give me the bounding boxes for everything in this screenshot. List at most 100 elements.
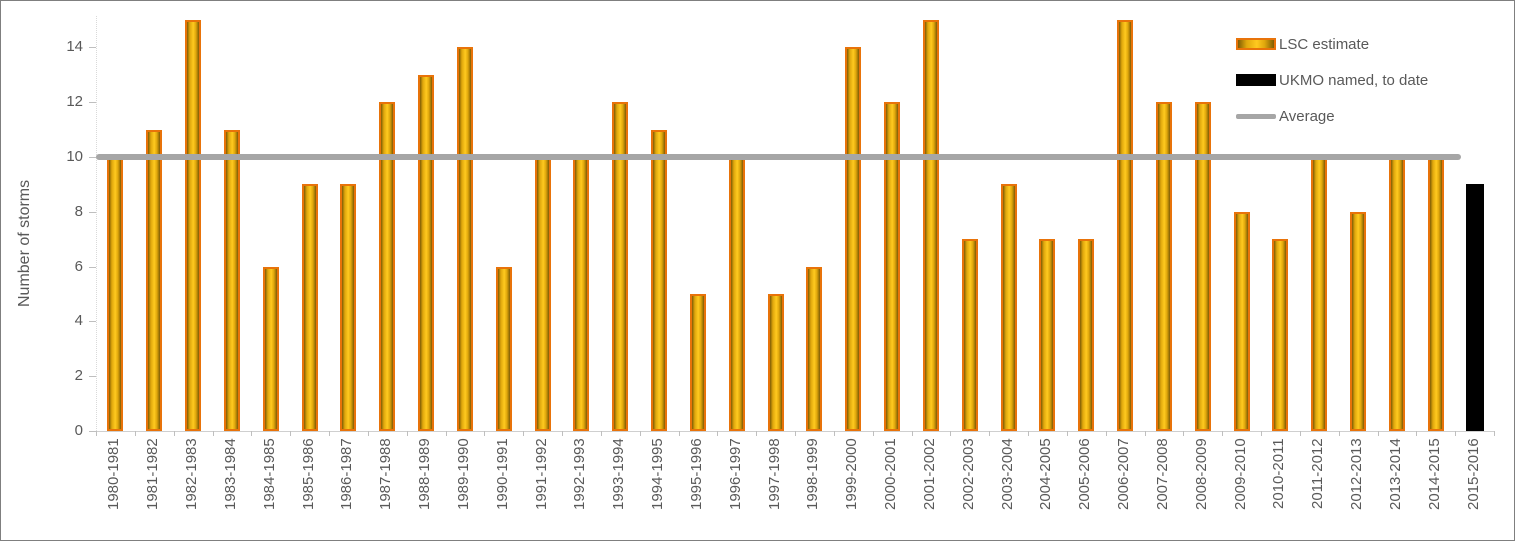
y-tick-label: 12 [66, 93, 83, 111]
bar-lsc-1983-1984 [223, 129, 240, 431]
bar-lsc-1980-1981 [107, 157, 124, 431]
bar-lsc-1985-1986 [301, 184, 318, 431]
y-tick-mark [89, 321, 96, 323]
x-tick-mark [445, 431, 447, 436]
bar-lsc-1981-1982 [146, 129, 163, 431]
x-tick-label: 1985-1986 [299, 438, 317, 510]
bar-lsc-2010-2011 [1272, 239, 1289, 431]
x-tick-label: 2000-2001 [882, 438, 900, 510]
x-tick-label: 2013-2014 [1386, 438, 1404, 510]
x-tick-label: 2005-2006 [1076, 438, 1094, 510]
x-tick-label: 2001-2002 [920, 438, 938, 510]
x-tick-label: 2008-2009 [1192, 438, 1210, 510]
x-tick-mark [406, 431, 408, 436]
x-tick-label: 2015-2016 [1464, 438, 1482, 510]
x-tick-mark [1416, 431, 1418, 436]
x-tick-label: 1992-1993 [571, 438, 589, 510]
x-tick-label: 1996-1997 [726, 438, 744, 510]
y-tick-mark [89, 102, 96, 104]
x-tick-label: 1982-1983 [183, 438, 201, 510]
bar-lsc-1990-1991 [495, 266, 512, 431]
x-tick-mark [173, 431, 175, 436]
bar-lsc-2012-2013 [1350, 211, 1367, 431]
x-tick-mark [1105, 431, 1107, 436]
legend-item-ukmo: UKMO named, to date [1236, 62, 1428, 98]
x-tick-mark [795, 431, 796, 436]
x-tick-label: 1997-1998 [765, 438, 783, 510]
x-tick-mark [1299, 431, 1301, 436]
legend-swatch-lsc [1236, 38, 1276, 50]
bar-lsc-1987-1988 [379, 102, 396, 431]
x-tick-mark [1066, 431, 1068, 436]
x-tick-mark [329, 431, 330, 436]
bar-lsc-2003-2004 [1000, 184, 1017, 431]
x-tick-label: 1990-1991 [493, 438, 511, 510]
x-tick-mark [833, 431, 835, 436]
x-tick-mark [1377, 431, 1379, 436]
x-tick-mark [600, 431, 602, 436]
bar-lsc-1988-1989 [418, 74, 435, 431]
x-tick-mark [872, 431, 874, 436]
x-tick-mark [484, 431, 486, 436]
x-tick-label: 2014-2015 [1425, 438, 1443, 510]
x-tick-mark [367, 431, 369, 436]
bar-lsc-2000-2001 [884, 102, 901, 431]
x-tick-mark [212, 431, 214, 436]
y-tick-mark [89, 211, 96, 213]
legend-label-average: Average [1279, 107, 1335, 125]
x-tick-label: 1999-2000 [843, 438, 861, 510]
x-tick-label: 2012-2013 [1348, 438, 1366, 510]
bar-lsc-1994-1995 [651, 129, 668, 431]
bar-lsc-2008-2009 [1194, 102, 1211, 431]
x-tick-label: 2010-2011 [1270, 438, 1288, 509]
bar-lsc-1986-1987 [340, 184, 357, 431]
y-tick-label: 6 [74, 257, 83, 275]
x-tick-label: 1994-1995 [649, 438, 667, 510]
x-tick-label: 1980-1981 [105, 438, 123, 510]
bar-lsc-2001-2002 [922, 20, 939, 431]
y-tick-label: 8 [74, 202, 83, 220]
x-tick-mark [1028, 431, 1029, 436]
y-tick-label: 2 [74, 367, 83, 385]
legend-label-ukmo: UKMO named, to date [1279, 71, 1429, 89]
x-tick-mark [1494, 431, 1495, 436]
x-tick-label: 2002-2003 [959, 438, 977, 510]
x-tick-label: 1991-1992 [532, 438, 550, 510]
y-tick-mark [89, 431, 96, 432]
y-tick-label: 10 [66, 148, 83, 165]
y-tick-label: 4 [74, 312, 83, 330]
x-tick-mark [678, 431, 680, 436]
x-tick-label: 1984-1985 [260, 438, 278, 510]
bar-lsc-1984-1985 [262, 266, 279, 431]
bar-lsc-2014-2015 [1427, 157, 1444, 431]
bar-lsc-2007-2008 [1155, 102, 1172, 431]
bar-lsc-2005-2006 [1078, 239, 1095, 431]
x-tick-label: 1987-1988 [377, 438, 395, 510]
legend: LSC estimate UKMO named, to date Average [1236, 26, 1428, 134]
x-tick-mark [950, 431, 952, 436]
legend-label-lsc: LSC estimate [1279, 35, 1370, 53]
y-tick-label: 0 [74, 422, 83, 439]
bar-lsc-1989-1990 [456, 47, 473, 431]
x-tick-mark [717, 431, 719, 436]
bar-lsc-1993-1994 [612, 102, 629, 431]
x-tick-label: 1983-1984 [221, 438, 239, 510]
x-tick-label: 1993-1994 [610, 438, 628, 510]
x-tick-label: 2003-2004 [998, 438, 1016, 510]
bar-lsc-2013-2014 [1388, 157, 1405, 431]
x-tick-mark [562, 431, 563, 436]
bar-lsc-2011-2012 [1311, 157, 1328, 431]
bar-lsc-1992-1993 [573, 157, 590, 431]
x-tick-mark [523, 431, 525, 436]
bar-lsc-1995-1996 [689, 294, 706, 431]
bar-lsc-2006-2007 [1117, 20, 1134, 431]
x-tick-label: 2007-2008 [1153, 438, 1171, 510]
x-tick-mark [251, 431, 253, 436]
legend-item-lsc: LSC estimate [1236, 26, 1428, 62]
x-tick-mark [290, 431, 292, 436]
x-tick-mark [1183, 431, 1185, 436]
x-tick-mark [911, 431, 913, 436]
x-tick-mark [1455, 431, 1457, 436]
bar-lsc-1997-1998 [767, 294, 784, 431]
y-tick-mark [89, 266, 96, 268]
